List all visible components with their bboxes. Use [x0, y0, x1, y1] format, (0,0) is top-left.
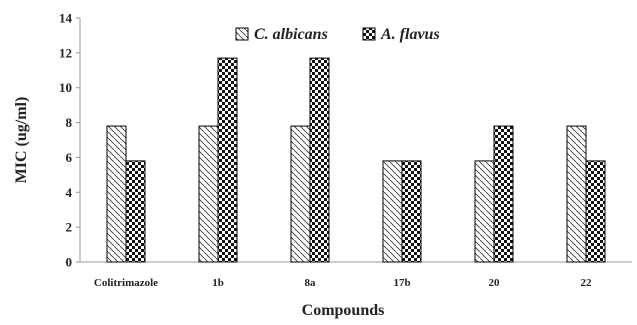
y-tick-label: 0 [66, 255, 73, 270]
y-tick-label: 10 [59, 80, 72, 95]
x-tick-label: 8a [305, 277, 317, 289]
x-tick-label: 20 [489, 277, 501, 289]
y-tick-label: 6 [66, 150, 73, 165]
x-tick-label: 22 [581, 277, 593, 289]
bar-a-flavus [493, 125, 514, 263]
y-tick-label: 8 [66, 115, 73, 130]
bar-c-albicans [382, 160, 403, 263]
bar-a-flavus [217, 57, 238, 263]
x-axis-label: Compounds [302, 302, 385, 319]
x-tick-label: Colitrimazole [94, 277, 158, 289]
bar-a-flavus [125, 160, 146, 263]
bar-c-albicans [106, 125, 127, 263]
bar-c-albicans [198, 125, 219, 263]
bar-c-albicans [566, 125, 587, 263]
axes [76, 17, 632, 263]
legend-swatch [235, 27, 249, 41]
bar-a-flavus [585, 160, 606, 263]
y-axis-label: MIC (ug/ml) [13, 97, 30, 184]
y-tick-label: 4 [66, 185, 73, 200]
bar-c-albicans [290, 125, 311, 263]
bar-a-flavus [401, 160, 422, 263]
legend-swatch [362, 27, 376, 41]
bars [106, 57, 606, 263]
legend-label: C. albicans [254, 26, 328, 43]
legend: C. albicans A. flavus [235, 26, 440, 43]
y-tick-label: 2 [66, 220, 73, 235]
bar-a-flavus [309, 57, 330, 263]
tick-labels: 0 2 4 6 8 10 12 14 Colitrimazole 1b 8a 17b 20 22 [59, 11, 592, 290]
x-tick-label: 17b [393, 277, 410, 289]
x-tick-label: 1b [212, 277, 224, 289]
bar-c-albicans [474, 160, 495, 263]
y-tick-label: 14 [59, 11, 73, 26]
y-tick-label: 12 [59, 45, 72, 60]
legend-label: A. flavus [380, 26, 440, 43]
